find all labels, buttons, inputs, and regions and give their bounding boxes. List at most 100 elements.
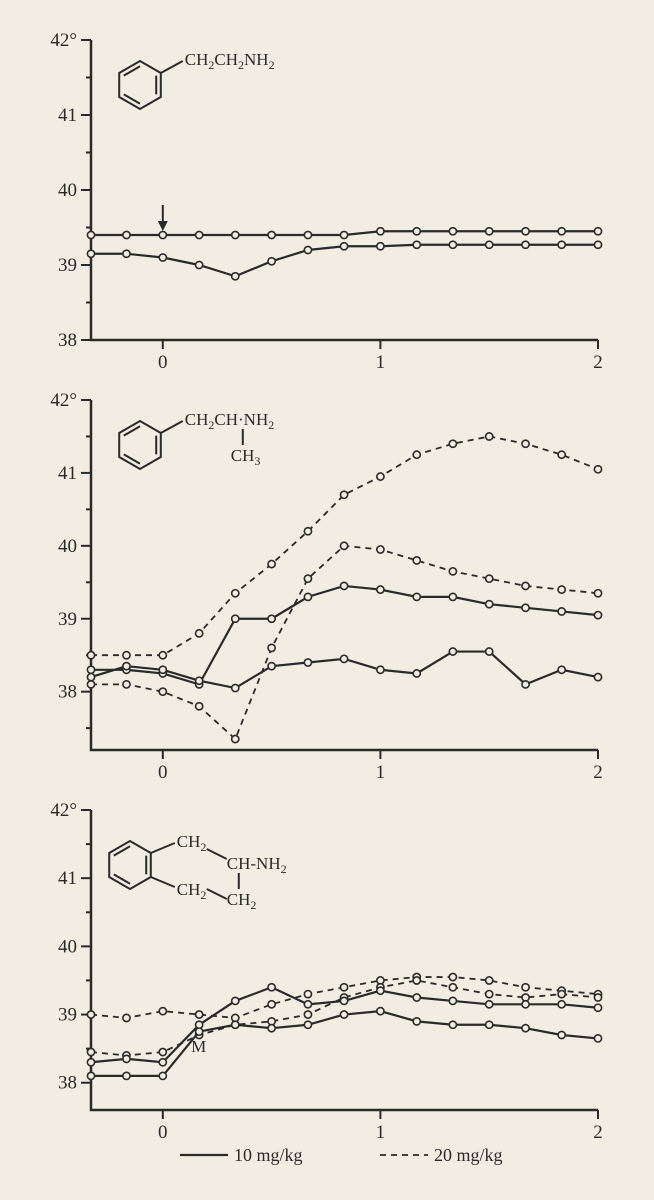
svg-text:20 mg/kg: 20 mg/kg xyxy=(434,1145,503,1165)
data-marker xyxy=(558,228,565,235)
data-marker xyxy=(558,586,565,593)
data-marker xyxy=(87,250,94,257)
data-marker xyxy=(87,673,94,680)
data-marker xyxy=(159,231,166,238)
data-marker xyxy=(377,243,384,250)
data-marker xyxy=(268,1025,275,1032)
svg-text:CH2CH·NH2: CH2CH·NH2 xyxy=(185,410,274,432)
data-marker xyxy=(268,644,275,651)
data-marker xyxy=(449,997,456,1004)
data-marker xyxy=(558,241,565,248)
data-marker xyxy=(594,466,601,473)
data-marker xyxy=(87,681,94,688)
svg-text:40: 40 xyxy=(58,536,77,557)
panel-a: 3839404142°012CH2CH2NH2 xyxy=(50,30,602,373)
data-marker xyxy=(377,546,384,553)
data-marker xyxy=(304,528,311,535)
data-marker xyxy=(449,568,456,575)
data-marker xyxy=(159,1059,166,1066)
data-marker xyxy=(232,997,239,1004)
svg-text:0: 0 xyxy=(158,352,168,373)
data-marker xyxy=(486,990,493,997)
data-marker xyxy=(377,473,384,480)
data-marker xyxy=(87,231,94,238)
data-marker xyxy=(594,612,601,619)
chemical-structure: CH2CH2CH-NH2CH2 xyxy=(109,832,286,912)
data-marker xyxy=(268,984,275,991)
data-marker xyxy=(340,243,347,250)
data-marker xyxy=(413,557,420,564)
svg-text:42°: 42° xyxy=(50,800,77,821)
data-marker xyxy=(159,652,166,659)
data-marker xyxy=(196,231,203,238)
data-marker xyxy=(413,241,420,248)
data-marker xyxy=(413,228,420,235)
data-marker xyxy=(340,1011,347,1018)
data-marker xyxy=(340,997,347,1004)
data-marker xyxy=(594,590,601,597)
svg-text:41: 41 xyxy=(58,868,77,889)
data-marker xyxy=(159,1048,166,1055)
svg-text:41: 41 xyxy=(58,105,77,126)
data-marker xyxy=(486,977,493,984)
data-marker xyxy=(522,241,529,248)
data-marker xyxy=(594,673,601,680)
data-marker xyxy=(340,655,347,662)
panel-b: 3839404142°012CH2CH·NH2CH3 xyxy=(50,390,602,783)
data-marker xyxy=(594,228,601,235)
data-marker xyxy=(594,1035,601,1042)
data-marker xyxy=(558,666,565,673)
series-line xyxy=(91,546,598,739)
data-marker xyxy=(268,258,275,265)
data-marker xyxy=(486,601,493,608)
data-marker xyxy=(123,681,130,688)
data-marker xyxy=(304,575,311,582)
data-marker xyxy=(486,228,493,235)
data-marker xyxy=(304,1011,311,1018)
data-marker xyxy=(377,1008,384,1015)
data-marker xyxy=(486,648,493,655)
data-marker xyxy=(449,228,456,235)
data-marker xyxy=(87,1059,94,1066)
data-marker xyxy=(413,977,420,984)
data-marker xyxy=(196,630,203,637)
data-marker xyxy=(340,542,347,549)
series-line xyxy=(91,1011,598,1076)
data-marker xyxy=(522,582,529,589)
svg-text:1: 1 xyxy=(376,1122,386,1143)
data-marker xyxy=(377,586,384,593)
data-marker xyxy=(594,994,601,1001)
data-marker xyxy=(558,1031,565,1038)
data-marker xyxy=(449,241,456,248)
data-marker xyxy=(304,593,311,600)
data-marker xyxy=(413,670,420,677)
svg-text:2: 2 xyxy=(593,352,603,373)
svg-text:CH2: CH2 xyxy=(177,832,207,854)
data-marker xyxy=(87,1048,94,1055)
data-marker xyxy=(232,735,239,742)
data-marker xyxy=(87,652,94,659)
legend: 10 mg/kg 20 mg/kg xyxy=(180,1145,503,1165)
data-marker xyxy=(159,1008,166,1015)
data-marker xyxy=(449,973,456,980)
svg-text:38: 38 xyxy=(58,1073,77,1094)
data-marker xyxy=(232,615,239,622)
data-marker xyxy=(558,990,565,997)
svg-text:38: 38 xyxy=(58,330,77,351)
svg-text:42°: 42° xyxy=(50,30,77,51)
svg-text:38: 38 xyxy=(58,682,77,703)
data-marker xyxy=(268,1001,275,1008)
data-marker xyxy=(377,666,384,673)
data-marker xyxy=(522,1025,529,1032)
data-marker xyxy=(123,231,130,238)
data-marker xyxy=(413,451,420,458)
data-marker xyxy=(340,491,347,498)
data-marker xyxy=(87,1011,94,1018)
svg-text:10 mg/kg: 10 mg/kg xyxy=(234,1145,303,1165)
data-marker xyxy=(159,688,166,695)
data-marker xyxy=(558,608,565,615)
data-marker xyxy=(522,440,529,447)
data-marker xyxy=(340,582,347,589)
data-marker xyxy=(449,440,456,447)
data-marker xyxy=(594,1004,601,1011)
